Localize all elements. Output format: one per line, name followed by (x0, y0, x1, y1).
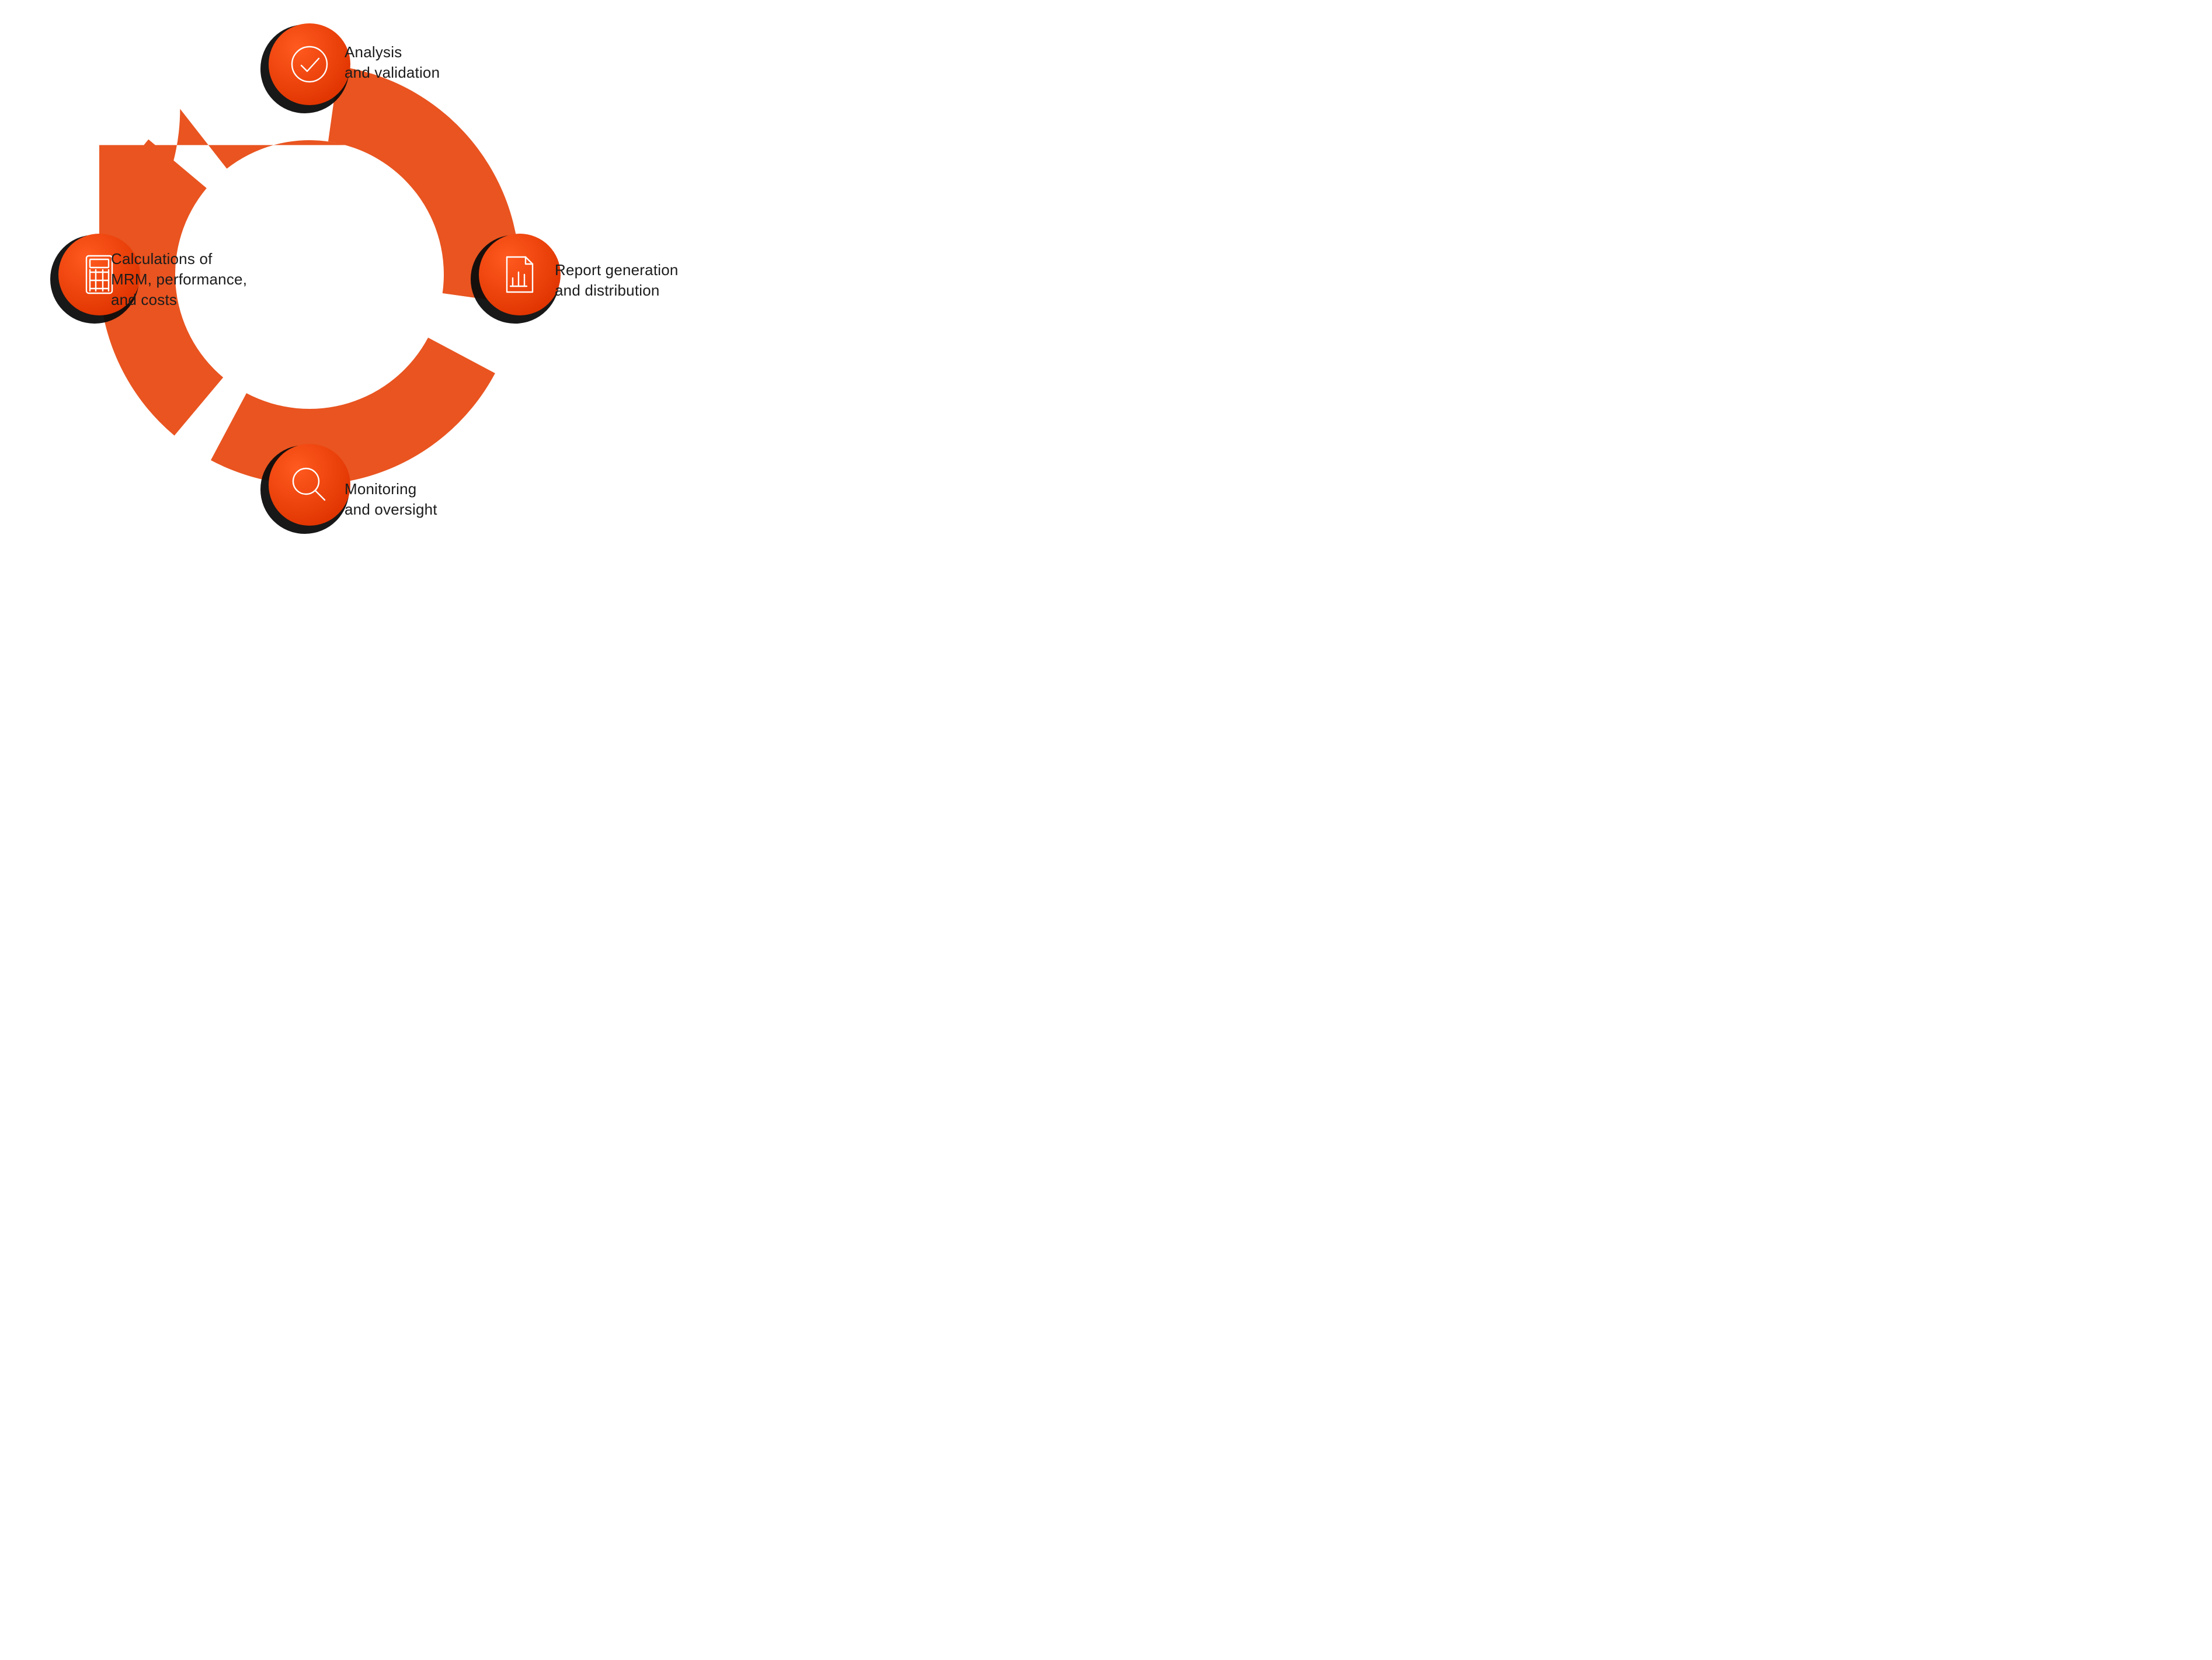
label-calculations: Calculations of MRM, performance, and co… (111, 249, 247, 310)
label-report: Report generation and distribution (555, 260, 679, 301)
node-monitoring (269, 444, 350, 526)
node-report (479, 234, 561, 315)
label-analysis: Analysis and validation (345, 42, 440, 83)
node-analysis (269, 23, 350, 105)
ring-segment-1 (211, 338, 495, 485)
circular-process-diagram: Analysis and validation Report generation… (0, 0, 747, 561)
label-monitoring: Monitoring and oversight (345, 479, 437, 520)
